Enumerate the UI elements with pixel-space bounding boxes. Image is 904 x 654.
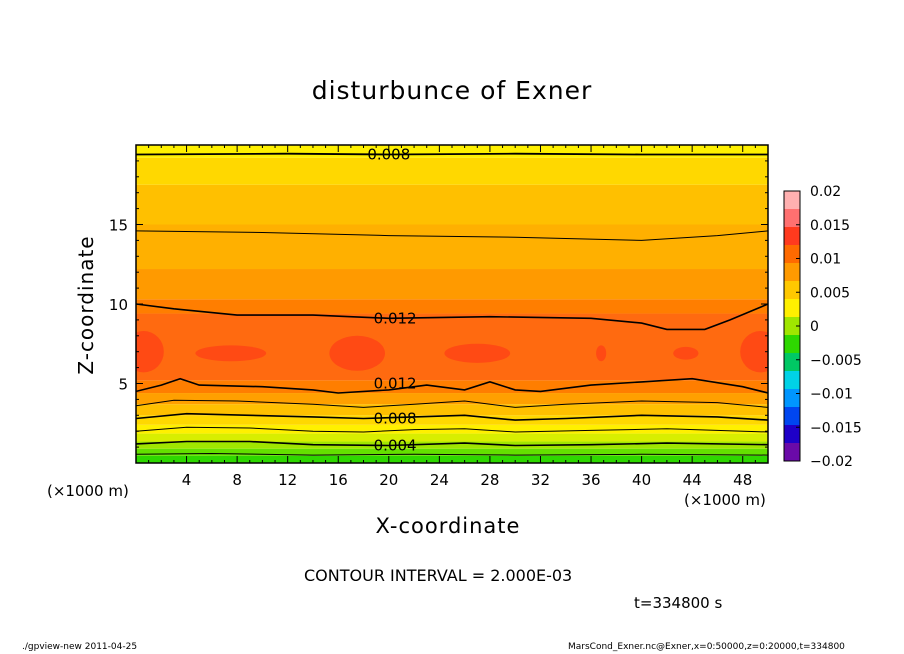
contour-band: [136, 455, 768, 463]
contour-line: [136, 152, 768, 156]
colorbar-segment: [784, 227, 800, 245]
x-tick-label: 4: [182, 471, 192, 489]
colorbar-tick-label: 0.01: [810, 252, 841, 268]
contour-label: 0.012: [374, 375, 417, 393]
x-tick-label: 36: [581, 471, 600, 489]
contour-band: [136, 224, 768, 270]
contour-line: [136, 399, 768, 408]
contour-line: [136, 426, 768, 433]
contour-line: [136, 303, 768, 331]
contour-fill-layer: [136, 145, 768, 463]
contour-label: 0.012: [374, 309, 417, 327]
colorbar-segment: [784, 389, 800, 407]
colorbar-tick-label: 0.02: [810, 184, 841, 200]
contour-maximum: [329, 335, 386, 371]
x-tick-label: 44: [683, 471, 702, 489]
colorbar-tick-label: 0: [810, 319, 819, 335]
x-tick-label: 24: [430, 471, 449, 489]
colorbar-segment: [784, 443, 800, 461]
x-tick-label: 40: [632, 471, 651, 489]
x-tick-label: 12: [278, 471, 297, 489]
colorbar-segment: [784, 209, 800, 227]
contour-band: [136, 269, 768, 300]
contour-band: [136, 433, 768, 442]
contour-label: 0.008: [374, 409, 417, 427]
z-axis-unit: (×1000 m): [47, 482, 129, 500]
contour-band: [136, 184, 768, 225]
footer-source: MarsCond_Exner.nc@Exner,x=0:50000,z=0:20…: [568, 642, 845, 652]
contour-maximum: [195, 345, 267, 362]
y-axis-label: Z-coordinate: [74, 235, 98, 375]
x-tick-label: 32: [531, 471, 550, 489]
contour-maximum: [444, 343, 511, 363]
colorbar-segment: [784, 281, 800, 299]
contour-interval: CONTOUR INTERVAL = 2.000E-03: [304, 566, 573, 585]
colorbar-tick-label: 0.015: [810, 218, 850, 234]
colorbar-tick-label: −0.005: [810, 353, 862, 369]
contour-band: [136, 157, 768, 185]
contour-line: [136, 452, 768, 456]
x-axis-label: X-coordinate: [375, 514, 521, 538]
colorbar-tick-label: 0.005: [810, 285, 850, 301]
contour-labels: 0.008 0.012 0.012 0.008 0.004: [367, 146, 416, 455]
colorbar-segment: [784, 425, 800, 443]
colorbar-tick-label: −0.015: [810, 420, 862, 436]
contour-line: [136, 440, 768, 447]
colorbar-tick-label: −0.01: [810, 387, 853, 403]
contour-maximum: [740, 331, 768, 373]
x-tick-label: 8: [232, 471, 242, 489]
contour-line: [136, 377, 768, 394]
contour-maximum: [596, 345, 607, 362]
colorbar-segment: [784, 353, 800, 371]
contour-band: [136, 448, 768, 456]
colorbar-segment: [784, 335, 800, 353]
time-label: t=334800 s: [634, 594, 723, 612]
x-tick-label: 28: [480, 471, 499, 489]
contour-label: 0.008: [367, 146, 410, 164]
colorbar-segment: [784, 263, 800, 281]
contour-maximum: [673, 346, 699, 360]
contour-band: [136, 441, 768, 449]
colorbar-segment: [784, 407, 800, 425]
contour-band: [136, 393, 768, 405]
y-tick-label: 5: [118, 376, 128, 394]
contour-line: [136, 412, 768, 421]
colorbar-segment: [784, 299, 800, 317]
x-tick-label: 16: [329, 471, 348, 489]
colorbar-segment: [784, 245, 800, 263]
x-tick-label: 20: [379, 471, 398, 489]
x-axis-unit: (×1000 m): [684, 491, 766, 509]
contour-line: [136, 230, 768, 241]
y-tick-label: 15: [109, 217, 128, 235]
colorbar-segment: [784, 191, 800, 209]
contour-band: [136, 404, 768, 416]
footer-program: ./gpview-new 2011-04-25: [22, 642, 138, 652]
chart-title: disturbunce of Exner: [311, 76, 593, 105]
contour-line-layer: [136, 152, 768, 456]
contour-band: [136, 299, 768, 314]
colorbar: 0.02 0.015 0.01 0.005 0 −0.005 −0.01 −0.015 −0.0…: [783, 184, 862, 470]
contour-label: 0.004: [374, 437, 417, 455]
y-tick-label: 10: [109, 296, 128, 314]
colorbar-tick-label: −0.02: [810, 454, 853, 470]
contour-band: [136, 415, 768, 425]
colorbar-segment: [784, 317, 800, 335]
colorbar-segment: [784, 371, 800, 389]
contour-maximum: [136, 331, 164, 373]
y-axis-ticks: 5 10 15: [109, 144, 768, 464]
x-tick-label: 48: [733, 471, 752, 489]
x-axis-ticks: 4 8 12 16 20 24 28 32 36 40 44 48: [135, 145, 769, 489]
